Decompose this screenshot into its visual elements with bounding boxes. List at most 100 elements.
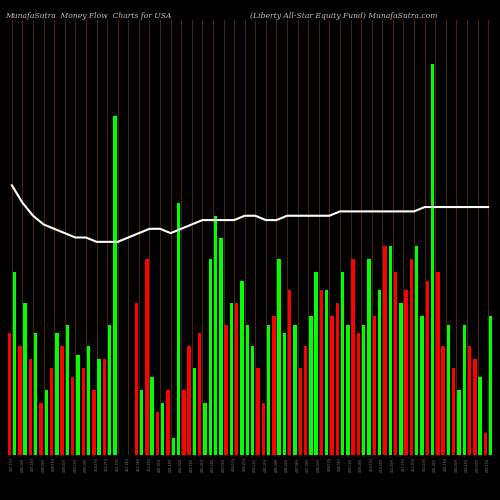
Text: 4.04.27%: 4.04.27% bbox=[242, 457, 246, 471]
Text: 4.10.13%: 4.10.13% bbox=[94, 457, 98, 471]
Text: 4.04.13%: 4.04.13% bbox=[232, 457, 236, 471]
Text: 4.07.14%: 4.07.14% bbox=[31, 457, 35, 471]
Bar bbox=[336, 302, 339, 455]
Text: 4.10.27%: 4.10.27% bbox=[105, 457, 109, 471]
Text: 4.08.04%: 4.08.04% bbox=[42, 457, 46, 471]
Bar bbox=[92, 390, 96, 455]
Bar bbox=[341, 272, 344, 455]
Bar bbox=[114, 116, 117, 455]
Bar bbox=[192, 368, 196, 455]
Text: 4.06.08%: 4.06.08% bbox=[274, 457, 278, 471]
Text: (Liberty All-Star Equity Fund) MunafaSutra.com: (Liberty All-Star Equity Fund) MunafaSut… bbox=[250, 12, 438, 20]
Bar bbox=[426, 281, 429, 455]
Text: 4.01.18%: 4.01.18% bbox=[444, 457, 448, 471]
Bar bbox=[282, 333, 286, 455]
Bar bbox=[82, 368, 85, 455]
Text: 4.05.25%: 4.05.25% bbox=[264, 457, 268, 471]
Text: 4.12.21%: 4.12.21% bbox=[422, 457, 426, 471]
Text: 4.11.23%: 4.11.23% bbox=[402, 457, 406, 471]
Bar bbox=[214, 216, 218, 455]
Bar bbox=[166, 390, 170, 455]
Bar bbox=[188, 346, 191, 455]
Text: 4.02.01%: 4.02.01% bbox=[454, 457, 458, 471]
Bar bbox=[383, 246, 386, 455]
Text: 4.01.04%: 4.01.04% bbox=[433, 457, 437, 471]
Bar bbox=[251, 346, 254, 455]
Bar bbox=[330, 316, 334, 455]
Text: 4.08.18%: 4.08.18% bbox=[52, 457, 56, 471]
Bar bbox=[436, 272, 440, 455]
Bar bbox=[230, 302, 233, 455]
Bar bbox=[325, 290, 328, 455]
Bar bbox=[87, 346, 90, 455]
Text: 4.12.08%: 4.12.08% bbox=[137, 457, 141, 471]
Text: 4.07.17%: 4.07.17% bbox=[10, 457, 14, 471]
Text: 4.01.19%: 4.01.19% bbox=[168, 457, 172, 471]
Bar bbox=[13, 272, 16, 455]
Text: 4.07.20%: 4.07.20% bbox=[306, 457, 310, 471]
Bar bbox=[28, 360, 32, 455]
Bar bbox=[177, 202, 180, 455]
Bar bbox=[71, 376, 74, 455]
Bar bbox=[368, 259, 371, 455]
Bar bbox=[278, 259, 281, 455]
Bar bbox=[182, 390, 186, 455]
Bar bbox=[462, 324, 466, 455]
Bar bbox=[320, 290, 323, 455]
Text: 4.05.11%: 4.05.11% bbox=[254, 457, 258, 471]
Bar bbox=[478, 376, 482, 455]
Bar bbox=[415, 246, 418, 455]
Bar bbox=[156, 412, 159, 455]
Bar bbox=[298, 368, 302, 455]
Bar bbox=[346, 324, 350, 455]
Text: 4.11.10%: 4.11.10% bbox=[116, 457, 119, 471]
Text: 4.10.26%: 4.10.26% bbox=[380, 457, 384, 471]
Bar bbox=[357, 333, 360, 455]
Bar bbox=[224, 324, 228, 455]
Bar bbox=[235, 302, 238, 455]
Text: 4.03.15%: 4.03.15% bbox=[486, 457, 490, 471]
Text: 4.02.02%: 4.02.02% bbox=[179, 457, 183, 471]
Bar bbox=[399, 302, 402, 455]
Bar bbox=[55, 333, 58, 455]
Bar bbox=[246, 324, 249, 455]
Text: 4.11.09%: 4.11.09% bbox=[391, 457, 395, 471]
Bar bbox=[452, 368, 456, 455]
Bar bbox=[458, 390, 460, 455]
Bar bbox=[66, 324, 69, 455]
Bar bbox=[161, 403, 164, 455]
Text: 4.03.30%: 4.03.30% bbox=[222, 457, 226, 471]
Bar bbox=[134, 302, 138, 455]
Text: 4.02.16%: 4.02.16% bbox=[190, 457, 194, 471]
Bar bbox=[24, 302, 27, 455]
Text: 4.06.22%: 4.06.22% bbox=[285, 457, 289, 471]
Bar bbox=[410, 259, 413, 455]
Bar bbox=[314, 272, 318, 455]
Text: 4.03.02%: 4.03.02% bbox=[200, 457, 204, 471]
Bar bbox=[76, 355, 80, 455]
Bar bbox=[60, 346, 64, 455]
Text: 4.10.12%: 4.10.12% bbox=[370, 457, 374, 471]
Text: 4.08.17%: 4.08.17% bbox=[328, 457, 332, 471]
Bar bbox=[44, 390, 48, 455]
Bar bbox=[420, 316, 424, 455]
Bar bbox=[362, 324, 366, 455]
Bar bbox=[309, 316, 312, 455]
Bar bbox=[304, 346, 308, 455]
Text: 4.09.01%: 4.09.01% bbox=[63, 457, 67, 471]
Text: 4.08.03%: 4.08.03% bbox=[317, 457, 321, 471]
Bar bbox=[378, 290, 382, 455]
Text: 4.03.01%: 4.03.01% bbox=[476, 457, 480, 471]
Bar bbox=[473, 360, 476, 455]
Bar bbox=[198, 333, 202, 455]
Bar bbox=[172, 438, 175, 455]
Bar bbox=[18, 346, 22, 455]
Bar bbox=[294, 324, 296, 455]
Text: 4.01.05%: 4.01.05% bbox=[158, 457, 162, 471]
Bar bbox=[140, 390, 143, 455]
Bar bbox=[372, 316, 376, 455]
Text: 4.07.06%: 4.07.06% bbox=[296, 457, 300, 471]
Bar bbox=[431, 64, 434, 455]
Bar bbox=[404, 290, 408, 455]
Bar bbox=[394, 272, 397, 455]
